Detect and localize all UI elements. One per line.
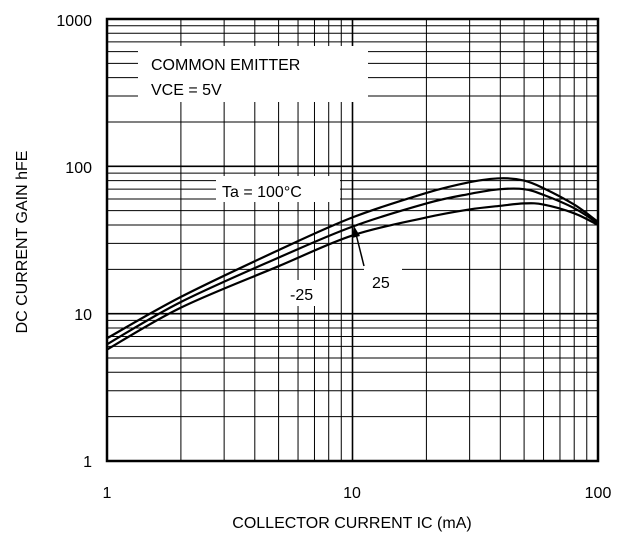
curve-series-2 xyxy=(106,202,599,351)
curve-series-0 xyxy=(106,177,599,340)
temp-25-pointer-line xyxy=(355,233,365,267)
x-tick-label-10: 10 xyxy=(343,485,361,502)
y-axis-title: DC CURRENT GAIN hFE xyxy=(14,151,31,334)
temp-label-25: 25 xyxy=(372,275,390,292)
x-axis-title: COLLECTOR CURRENT IC (mA) xyxy=(232,515,471,532)
x-tick-label-1: 1 xyxy=(103,485,112,502)
plot-frame xyxy=(105,17,600,463)
y-tick-label-100: 100 xyxy=(65,160,92,177)
temp-label-minus25: -25 xyxy=(290,287,313,304)
y-tick-label-10: 10 xyxy=(74,307,92,324)
temp-label-100-background xyxy=(216,176,340,202)
annotation-common-emitter: COMMON EMITTER xyxy=(151,57,300,74)
temp-label-100: Ta = 100°C xyxy=(222,184,302,201)
y-tick-label-1: 1 xyxy=(83,454,92,471)
data-curves xyxy=(106,177,599,351)
curve-series-1 xyxy=(106,187,599,346)
temp-label-minus25-background xyxy=(284,280,328,306)
y-tick-label-1000: 1000 xyxy=(56,13,92,30)
x-tick-label-100: 100 xyxy=(585,485,612,502)
temp-25-pointer-arrowhead xyxy=(352,226,360,238)
annotation-box-background xyxy=(138,46,368,102)
temp-label-25-background xyxy=(364,268,402,294)
annotation-vce: VCE = 5V xyxy=(151,82,222,99)
